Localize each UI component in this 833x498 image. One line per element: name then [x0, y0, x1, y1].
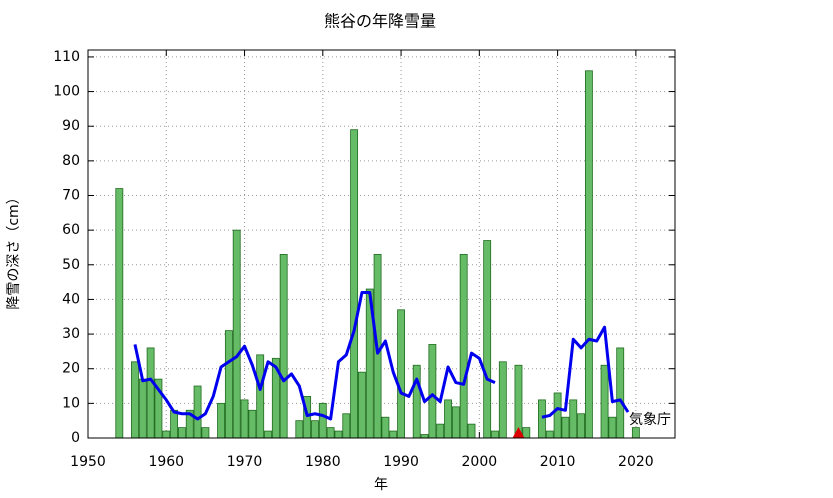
bar — [279, 253, 288, 439]
y-tick-label: 110 — [53, 49, 80, 65]
bar — [115, 188, 124, 439]
bar — [177, 427, 186, 439]
bar — [318, 402, 327, 439]
bar — [584, 70, 593, 439]
bar — [412, 364, 421, 439]
bar — [217, 402, 225, 439]
bar — [334, 430, 343, 439]
bar — [577, 413, 586, 439]
bar — [224, 330, 233, 439]
bar — [459, 253, 468, 439]
bar — [522, 427, 531, 439]
bar — [170, 409, 179, 439]
y-tick-label: 30 — [62, 326, 80, 342]
y-tick-label: 70 — [62, 188, 80, 204]
bar — [342, 413, 351, 439]
x-tick-label: 1990 — [383, 454, 419, 470]
bar — [451, 406, 460, 439]
bar — [193, 385, 202, 439]
bar — [561, 416, 570, 439]
y-tick-label: 60 — [62, 222, 80, 238]
y-tick-label: 20 — [62, 361, 80, 377]
x-tick-label: 1980 — [305, 454, 341, 470]
bar — [256, 354, 265, 439]
marker — [512, 427, 525, 438]
bar — [232, 229, 241, 439]
bar — [436, 423, 445, 439]
x-axis-label: 年 — [374, 477, 388, 493]
bar — [389, 430, 398, 439]
bar — [553, 392, 562, 439]
bar — [162, 430, 171, 439]
y-tick-label: 50 — [62, 257, 80, 273]
bar — [600, 364, 609, 439]
bar — [311, 420, 319, 439]
bar — [146, 347, 155, 439]
y-tick-label: 100 — [53, 84, 80, 100]
y-tick-label: 10 — [62, 395, 80, 411]
bar — [131, 361, 139, 439]
y-tick-label: 90 — [62, 118, 80, 134]
bar — [326, 427, 335, 439]
x-tick-label: 1950 — [70, 454, 106, 470]
annotation: 気象庁 — [629, 412, 671, 428]
bar — [538, 399, 546, 439]
bar — [248, 409, 257, 439]
bar — [483, 240, 492, 439]
x-tick-label: 2020 — [618, 454, 654, 470]
bar — [350, 129, 359, 439]
moving-average-line — [133, 291, 630, 421]
x-tick-label: 1970 — [227, 454, 263, 470]
bar — [240, 399, 249, 439]
y-tick-label: 40 — [62, 291, 80, 307]
bar — [631, 427, 640, 439]
x-tick-label: 1960 — [148, 454, 184, 470]
bar — [358, 371, 366, 439]
bar — [467, 423, 476, 439]
bar — [420, 434, 429, 439]
bar — [616, 347, 625, 439]
bar — [569, 399, 578, 439]
plot-frame — [87, 49, 676, 439]
bar — [498, 361, 507, 439]
x-tick-label: 2000 — [462, 454, 498, 470]
y-axis-label: 降雪の深さ（cm） — [6, 190, 22, 309]
bar — [545, 430, 554, 439]
bar — [264, 430, 272, 439]
bar — [381, 416, 390, 439]
y-tick-label: 80 — [62, 153, 80, 169]
chart-title: 熊谷の年降雪量 — [324, 12, 436, 31]
bar — [397, 309, 405, 439]
bar — [295, 420, 304, 439]
bar — [201, 427, 210, 439]
bar — [608, 416, 617, 439]
bar — [491, 430, 499, 439]
x-tick-label: 2010 — [540, 454, 576, 470]
y-tick-label: 0 — [71, 430, 80, 446]
bar — [428, 344, 437, 439]
bar — [138, 378, 147, 439]
bar — [444, 399, 452, 439]
